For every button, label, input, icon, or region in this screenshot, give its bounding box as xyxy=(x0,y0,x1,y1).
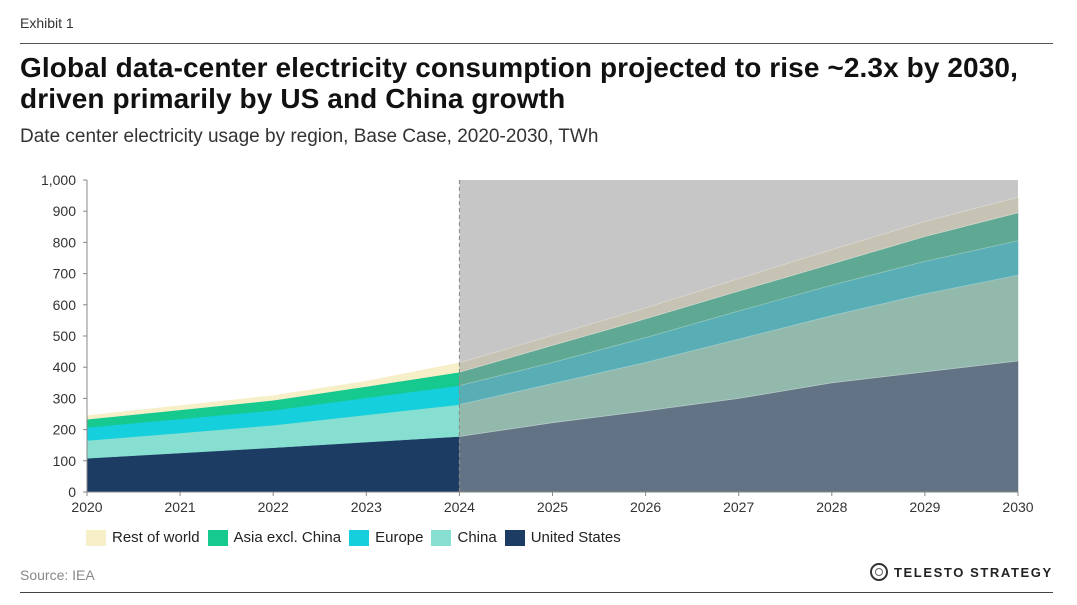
legend-item-china: China xyxy=(431,529,497,546)
telesto-logo-icon xyxy=(870,563,888,581)
projected-boundary-asia-excl-china xyxy=(459,212,1019,373)
legend-item-europe: Europe xyxy=(349,529,423,546)
y-tick-label: 300 xyxy=(53,390,77,406)
x-tick-label: 2023 xyxy=(351,499,382,515)
legend-label-china: China xyxy=(457,529,497,546)
legend-swatch-china xyxy=(431,529,452,546)
legend-swatch-asia-excl-china xyxy=(207,529,228,546)
x-tick-label: 2021 xyxy=(165,499,196,515)
y-tick-label: 600 xyxy=(53,297,77,313)
legend-item-rest-of-world: Rest of world xyxy=(86,529,200,546)
legend-swatch-united-states xyxy=(504,529,525,546)
y-tick-label: 900 xyxy=(53,203,77,219)
brand-name: TELESTO STRATEGY xyxy=(894,564,1053,580)
x-tick-label: 2028 xyxy=(816,499,847,515)
projected-boundary-rest-of-world xyxy=(459,196,1019,364)
projected-boundary-europe xyxy=(459,240,1019,386)
legend-item-asia-excl-china: Asia excl. China xyxy=(207,529,342,546)
legend-item-united-states: United States xyxy=(504,529,621,546)
chart-title: Global data-center electricity consumpti… xyxy=(20,52,1018,114)
bottom-divider xyxy=(20,592,1053,593)
legend-label-europe: Europe xyxy=(375,529,424,546)
legend-label-united-states: United States xyxy=(530,529,621,546)
projected-boundary-united-states xyxy=(459,360,1019,437)
legend-label-asia-excl-china: Asia excl. China xyxy=(233,529,342,546)
y-tick-label: 100 xyxy=(53,453,77,469)
x-tick-label: 2025 xyxy=(537,499,568,515)
y-tick-label: 0 xyxy=(68,484,76,500)
chart-subtitle: Date center electricity usage by region,… xyxy=(20,126,599,147)
x-tick-label: 2020 xyxy=(71,499,102,515)
y-tick-label: 400 xyxy=(53,359,77,375)
projected-boundary-china xyxy=(459,274,1019,405)
legend-label-rest-of-world: Rest of world xyxy=(112,529,200,546)
exhibit-label: Exhibit 1 xyxy=(20,15,74,31)
y-tick-label: 700 xyxy=(53,266,77,282)
x-tick-label: 2026 xyxy=(630,499,661,515)
area-projected-rest-of-world xyxy=(459,196,1019,373)
legend-swatch-rest-of-world xyxy=(86,529,106,546)
chart-legend: Rest of world Asia excl. China Europe Ch… xyxy=(86,529,629,546)
legend-swatch-europe xyxy=(349,529,370,546)
y-tick-label: 1,000 xyxy=(41,172,76,188)
y-tick-label: 200 xyxy=(53,422,77,438)
stacked-area-chart: 0 100 200 300 400 500 600 700 800 900 1,000 2020 202… xyxy=(41,172,1034,515)
source-note: Source: IEA xyxy=(20,567,95,583)
y-tick-label: 800 xyxy=(53,234,77,250)
x-tick-label: 2027 xyxy=(723,499,754,515)
brand-logo: TELESTO STRATEGY xyxy=(870,563,1053,581)
x-tick-label: 2024 xyxy=(444,499,475,515)
x-tick-label: 2022 xyxy=(258,499,289,515)
x-tick-label: 2030 xyxy=(1002,499,1033,515)
x-tick-label: 2029 xyxy=(909,499,940,515)
y-tick-label: 500 xyxy=(53,328,77,344)
top-divider xyxy=(20,43,1053,44)
